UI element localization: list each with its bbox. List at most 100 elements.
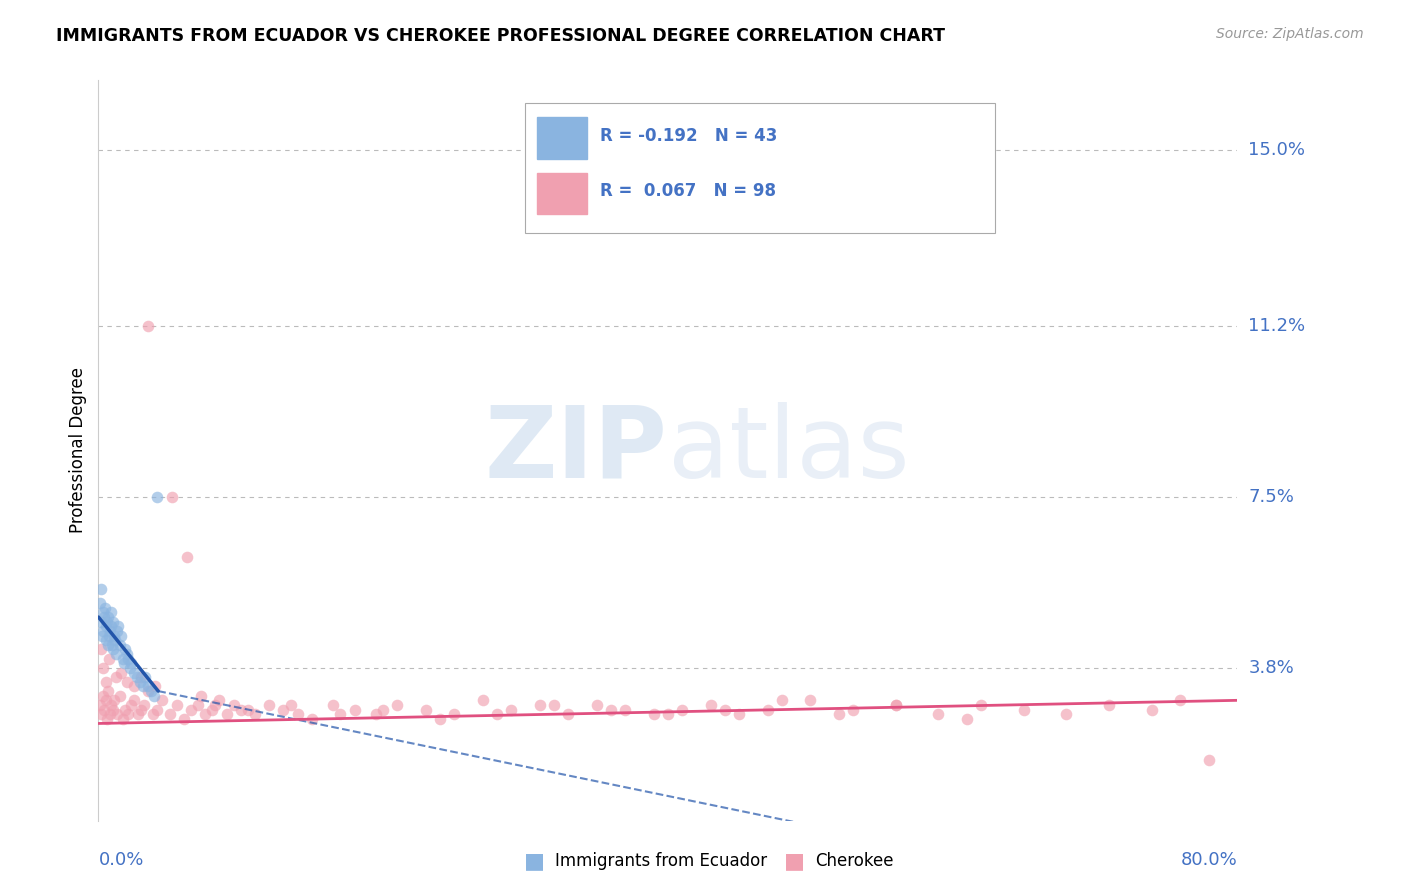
Point	[236, 703, 259, 717]
Point	[141, 707, 163, 722]
Text: Cherokee: Cherokee	[815, 852, 894, 870]
Point	[112, 657, 135, 671]
Point	[93, 610, 115, 624]
Point	[1012, 703, 1035, 717]
Point	[136, 318, 159, 333]
Point	[643, 707, 665, 722]
Point	[173, 712, 195, 726]
Point	[842, 703, 865, 717]
Point	[884, 698, 907, 712]
Point	[100, 619, 122, 633]
Point	[136, 680, 159, 694]
Point	[201, 703, 224, 717]
Text: atlas: atlas	[668, 402, 910, 499]
Point	[134, 670, 156, 684]
Point	[543, 698, 565, 712]
Point	[93, 703, 115, 717]
Bar	[537, 173, 586, 214]
Point	[93, 624, 115, 638]
Point	[142, 689, 165, 703]
Point	[371, 703, 394, 717]
Point	[443, 707, 465, 722]
Text: IMMIGRANTS FROM ECUADOR VS CHEROKEE PROFESSIONAL DEGREE CORRELATION CHART: IMMIGRANTS FROM ECUADOR VS CHEROKEE PROF…	[56, 27, 945, 45]
Point	[90, 707, 112, 722]
Point	[90, 642, 112, 657]
Point	[101, 615, 124, 629]
Y-axis label: Professional Degree: Professional Degree	[69, 368, 87, 533]
Bar	[537, 118, 586, 159]
Point	[600, 703, 623, 717]
Point	[159, 707, 181, 722]
Text: 15.0%: 15.0%	[1249, 141, 1305, 159]
Point	[799, 693, 821, 707]
Point	[132, 698, 155, 712]
Point	[96, 633, 118, 648]
Point	[103, 642, 125, 657]
Point	[162, 490, 184, 504]
Point	[273, 703, 295, 717]
Point	[115, 674, 138, 689]
Point	[176, 549, 198, 564]
Point	[118, 661, 141, 675]
Point	[110, 628, 132, 642]
Point	[1198, 754, 1220, 768]
Point	[471, 693, 494, 707]
Point	[91, 606, 114, 620]
Point	[671, 703, 693, 717]
Point	[657, 707, 679, 722]
Point	[557, 707, 579, 722]
Point	[129, 670, 152, 684]
Text: ■: ■	[524, 851, 544, 871]
Point	[94, 619, 117, 633]
Point	[122, 680, 145, 694]
Point	[136, 684, 159, 698]
Point	[104, 670, 127, 684]
Point	[204, 698, 226, 712]
Point	[90, 582, 112, 597]
Point	[1170, 693, 1192, 707]
Text: 7.5%: 7.5%	[1249, 488, 1295, 506]
Point	[387, 698, 409, 712]
Point	[728, 707, 751, 722]
Text: Source: ZipAtlas.com: Source: ZipAtlas.com	[1216, 27, 1364, 41]
Point	[259, 698, 281, 712]
Point	[415, 703, 437, 717]
Point	[98, 651, 121, 665]
Point	[215, 707, 238, 722]
Point	[129, 703, 152, 717]
Point	[287, 707, 309, 722]
Point	[614, 703, 637, 717]
Point	[94, 693, 117, 707]
Point	[122, 665, 145, 680]
Point	[105, 624, 128, 638]
Text: 3.8%: 3.8%	[1249, 659, 1294, 677]
Text: 80.0%: 80.0%	[1181, 851, 1237, 869]
Point	[699, 698, 721, 712]
Point	[128, 674, 150, 689]
Point	[501, 703, 523, 717]
Point	[1098, 698, 1121, 712]
Point	[115, 647, 138, 661]
Point	[343, 703, 366, 717]
Point	[89, 698, 111, 712]
Point	[105, 707, 128, 722]
Point	[828, 707, 851, 722]
Point	[756, 703, 779, 717]
Point	[120, 698, 142, 712]
Text: 11.2%: 11.2%	[1249, 317, 1306, 334]
Point	[110, 665, 132, 680]
Point	[956, 712, 979, 726]
Point	[280, 698, 302, 712]
Point	[100, 698, 122, 712]
Point	[103, 628, 125, 642]
Point	[190, 689, 212, 703]
Point	[117, 651, 139, 665]
Point	[91, 689, 114, 703]
Point	[90, 615, 112, 629]
Point	[1056, 707, 1078, 722]
Point	[208, 693, 231, 707]
Point	[104, 647, 127, 661]
Point	[89, 596, 111, 610]
Point	[329, 707, 352, 722]
Text: R =  0.067   N = 98: R = 0.067 N = 98	[599, 182, 776, 201]
